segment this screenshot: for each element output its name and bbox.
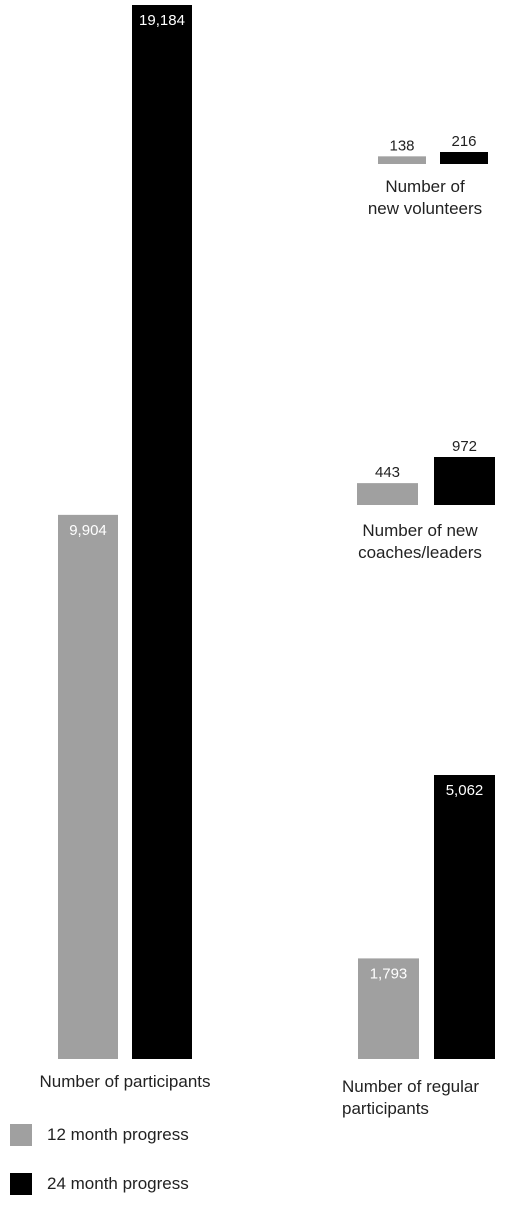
bar-participants-12-month <box>58 514 118 1059</box>
participants-caption-text: Number of participants <box>39 1072 211 1091</box>
volunteers-caption-line1: Number of <box>385 177 465 196</box>
value-label-coaches-12-month: 443 <box>375 464 400 481</box>
regular-caption-line2: participants <box>342 1099 429 1118</box>
bar-regular-24-month <box>434 775 495 1059</box>
bar-volunteers-12-month <box>378 156 426 164</box>
value-label-coaches-24-month: 972 <box>452 438 477 455</box>
value-label-participants-12-month: 9,904 <box>69 522 107 539</box>
legend-swatch-12-month <box>10 1124 32 1146</box>
legend-label-24-month: 24 month progress <box>47 1174 189 1193</box>
regular-caption: Number of regular participants <box>342 1076 522 1120</box>
coaches-caption: Number of new coaches/leaders <box>330 520 510 564</box>
legend-label-12-month: 12 month progress <box>47 1125 189 1144</box>
participants-caption: Number of participants <box>10 1071 240 1093</box>
coaches-caption-line1: Number of new <box>362 521 478 540</box>
regular-caption-line1: Number of regular <box>342 1077 480 1096</box>
legend-swatch-24-month <box>10 1173 32 1195</box>
legend-item-24-month: 24 month progress <box>10 1172 189 1196</box>
bar-volunteers-24-month <box>440 152 488 164</box>
volunteers-caption: Number of new volunteers <box>340 176 510 220</box>
bar-regular-12-month <box>358 958 419 1059</box>
legend-item-12-month: 12 month progress <box>10 1123 189 1147</box>
value-label-volunteers-24-month: 216 <box>451 133 476 150</box>
value-label-regular-12-month: 1,793 <box>370 965 408 982</box>
value-label-participants-24-month: 19,184 <box>139 12 185 29</box>
bar-participants-24-month <box>132 5 192 1059</box>
coaches-caption-line2: coaches/leaders <box>358 543 482 562</box>
value-label-regular-24-month: 5,062 <box>446 782 484 799</box>
value-label-volunteers-12-month: 138 <box>389 137 414 154</box>
bar-coaches-12-month <box>357 483 418 505</box>
bar-coaches-24-month <box>434 457 495 505</box>
volunteers-caption-line2: new volunteers <box>367 199 483 218</box>
